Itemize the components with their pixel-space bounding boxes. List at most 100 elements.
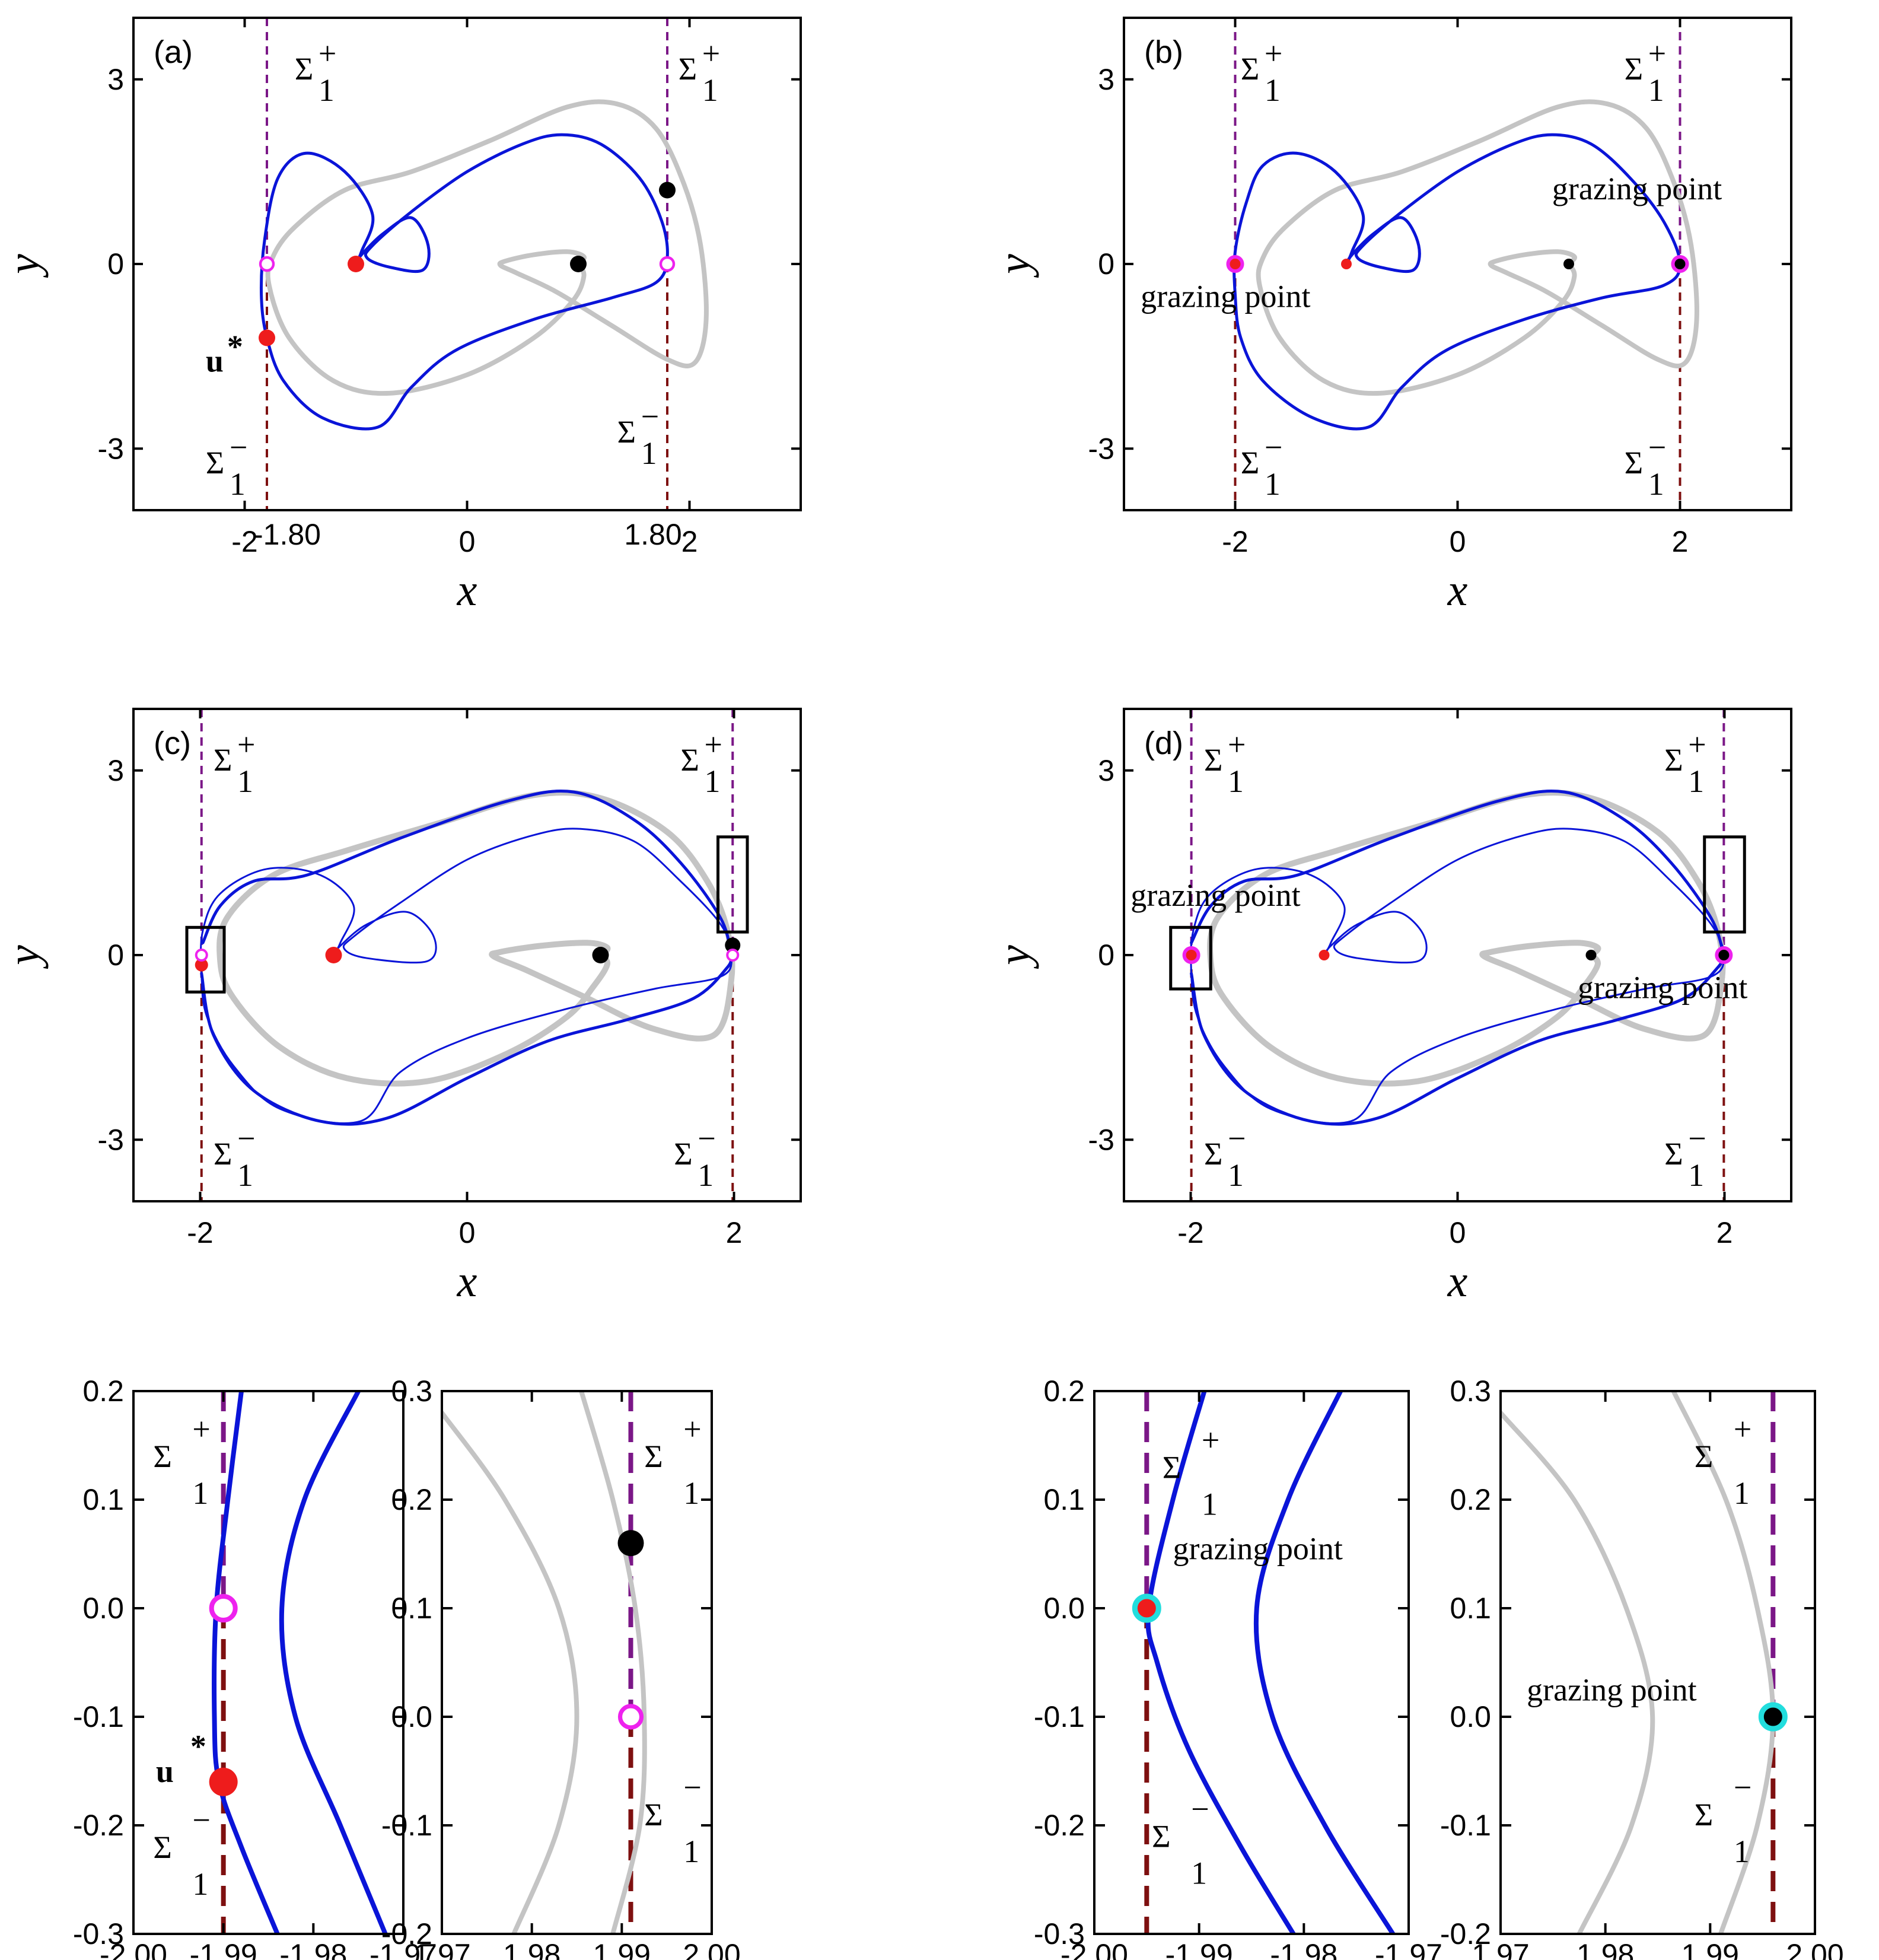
y-tick-label: 0.3 (391, 1374, 432, 1408)
panel-title: (a) (154, 34, 193, 70)
y-tick-label: 0.2 (391, 1483, 432, 1516)
grazing-point-label: grazing point (1552, 171, 1722, 206)
sigma-sup: − (237, 1121, 255, 1156)
panel-c: Σ +1Σ +1Σ −1Σ −1-2 0 2-303(c)xy (0, 708, 802, 1306)
sigma-minus-label: Σ−1 (1664, 1121, 1706, 1193)
marker-magenta-left (259, 256, 275, 272)
sigma-sub: 1 (1688, 1157, 1704, 1193)
y-tick-label: -0.2 (1440, 1917, 1491, 1951)
grazing-point-label: grazing point (1527, 1672, 1696, 1708)
series-group (212, 1391, 388, 1934)
sigma-sub: 1 (1648, 466, 1664, 502)
sigma-sup: + (237, 727, 255, 762)
series-outer-envelope (201, 790, 733, 957)
sigma-sub: 1 (1191, 1856, 1207, 1891)
marker-red-stable-point (348, 256, 364, 272)
sigma-symbol: Σ (1625, 51, 1643, 87)
x-tick-label: 2 (726, 1216, 743, 1249)
marker-grazing-right (1715, 946, 1733, 964)
y-tick-label: -0.1 (381, 1809, 432, 1842)
grazing-point-label: grazing point (1173, 1531, 1343, 1567)
sigma-sub: 1 (1734, 1834, 1750, 1869)
panel-a: Σ +1Σ +1Σ −1Σ −1u *-2 0 2-303-1.80 1.80(a)xy (0, 17, 802, 615)
sigma-plus-label: Σ+1 (1695, 1411, 1751, 1511)
marker-magenta-left (195, 949, 208, 962)
y-tick-label: 0 (1098, 247, 1114, 281)
extra-x-tick-label: 1.80 (624, 518, 681, 551)
sigma-sub: 1 (1265, 72, 1281, 108)
zoom-box (716, 835, 749, 934)
y-axis-label: y (0, 945, 49, 969)
x-tick-label: 0 (459, 525, 476, 558)
sigma-sub: 1 (683, 1475, 699, 1511)
sigma-sup: + (705, 727, 722, 762)
x-tick-label: -2.00 (100, 1938, 167, 1960)
y-tick-label: -0.2 (73, 1809, 124, 1842)
sigma-sub: 1 (1228, 763, 1244, 799)
sigma-plus-label: Σ+1 (1664, 727, 1706, 799)
series-gray-inner (1501, 1410, 1655, 1934)
y-tick-label: -0.2 (1034, 1809, 1085, 1842)
x-tick-label: 2 (1716, 1216, 1733, 1249)
sigma-sup: − (1648, 429, 1666, 465)
sigma-sup: − (1228, 1121, 1246, 1156)
marker-magenta-ring (209, 1594, 238, 1622)
sigma-sub: 1 (319, 72, 335, 108)
sigma-sub: 1 (230, 466, 246, 502)
y-axis-label: y (989, 945, 1039, 969)
sigma-sup: + (1202, 1422, 1219, 1458)
sigma-sup: − (1688, 1121, 1706, 1156)
sigma-sup: − (1265, 429, 1282, 465)
marker-grazing-right (1671, 255, 1689, 273)
sigma-sub: 1 (1228, 1157, 1244, 1193)
sigma-symbol: Σ (674, 1136, 692, 1172)
sigma-sup: − (230, 429, 247, 465)
y-tick-label: 0.1 (391, 1592, 432, 1625)
y-tick-label: -3 (98, 1123, 124, 1156)
marker-magenta-right (726, 949, 740, 962)
y-tick-label: 0.1 (1043, 1483, 1085, 1516)
x-axis-label: x (1447, 565, 1468, 615)
sigma-minus-label: Σ−1 (644, 1770, 701, 1869)
u-star-sup: * (190, 1729, 206, 1764)
sigma-symbol: Σ (214, 1136, 232, 1172)
y-tick-label: 0.3 (1450, 1374, 1491, 1408)
sigma-symbol: Σ (644, 1797, 663, 1832)
x-tick-label: -2 (187, 1216, 213, 1249)
marker-black-point (1563, 259, 1574, 269)
sigma-lines (200, 709, 734, 1201)
marker-red-point (325, 947, 342, 963)
x-tick-label: 2.00 (1786, 1938, 1843, 1960)
sigma-symbol: Σ (1695, 1797, 1713, 1832)
sigma-symbol: Σ (1241, 51, 1259, 87)
y-tick-label: 0 (107, 247, 124, 281)
sigma-sup: + (1648, 36, 1666, 71)
u-star-label: u* (206, 329, 243, 379)
x-tick-label: -2.00 (1060, 1938, 1128, 1960)
sigma-sub: 1 (192, 1475, 208, 1511)
sigma-plus-label: Σ+1 (214, 727, 255, 799)
sigma-sub: 1 (237, 763, 253, 799)
series-group (1190, 790, 1726, 1126)
u-star-label: u* (156, 1729, 206, 1789)
y-tick-label: -0.1 (73, 1700, 124, 1733)
sigma-lines (1190, 709, 1725, 1201)
u-star-text: u (206, 343, 224, 379)
sigma-plus-label: Σ+1 (153, 1411, 210, 1511)
x-tick-label: 1.99 (593, 1938, 651, 1960)
series-gray-orbit (1256, 99, 1699, 396)
plot-frame (1093, 1390, 1410, 1935)
marker-u-star (259, 329, 275, 346)
sigma-sup: − (641, 399, 659, 434)
marker-grazing-cyan (1758, 1702, 1788, 1732)
series-blue-orbit (1233, 133, 1681, 431)
sigma-sub: 1 (1734, 1475, 1750, 1511)
sigma-sup: + (683, 1411, 701, 1447)
plot-frame (132, 1390, 405, 1935)
sigma-symbol: Σ (1695, 1439, 1713, 1474)
series-blue-inner (279, 1391, 388, 1934)
sigma-symbol: Σ (206, 445, 224, 481)
extra-x-tick-label: -1.80 (253, 518, 321, 551)
sigma-sub: 1 (1265, 466, 1281, 502)
